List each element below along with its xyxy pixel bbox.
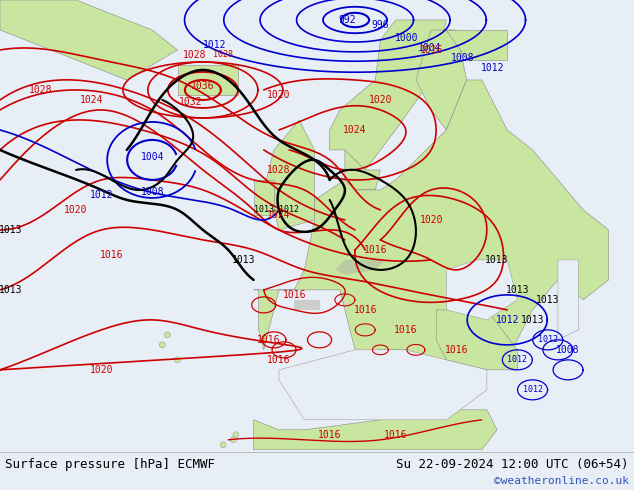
Polygon shape: [294, 300, 320, 310]
Text: 1016: 1016: [267, 355, 291, 365]
Text: 1020: 1020: [419, 215, 443, 225]
Text: 1013: 1013: [254, 205, 274, 215]
Text: 996: 996: [372, 20, 389, 30]
Polygon shape: [178, 65, 238, 95]
Text: 1013: 1013: [0, 225, 22, 235]
Text: 1012: 1012: [204, 40, 227, 50]
Polygon shape: [345, 150, 380, 190]
Text: 1012: 1012: [279, 205, 299, 215]
Text: 1024: 1024: [343, 125, 367, 135]
Polygon shape: [254, 80, 609, 370]
Text: 1013: 1013: [505, 285, 529, 295]
Text: 1004: 1004: [140, 152, 164, 162]
Text: 1020: 1020: [368, 95, 392, 105]
Text: Surface pressure [hPa] ECMWF: Surface pressure [hPa] ECMWF: [5, 458, 215, 471]
Text: 1016: 1016: [318, 430, 342, 440]
Polygon shape: [558, 260, 578, 340]
Circle shape: [233, 432, 239, 438]
Text: 1024: 1024: [79, 95, 103, 105]
Text: 1016: 1016: [363, 245, 387, 255]
Text: 1000: 1000: [395, 33, 419, 43]
Text: 1012: 1012: [495, 315, 519, 325]
Text: 1013: 1013: [231, 255, 256, 265]
Circle shape: [220, 442, 226, 448]
Polygon shape: [264, 120, 314, 230]
Text: 1028: 1028: [267, 165, 291, 175]
Text: 1013: 1013: [536, 295, 560, 305]
Text: 1008: 1008: [140, 187, 164, 197]
Circle shape: [159, 342, 165, 348]
Text: 1012: 1012: [507, 355, 527, 365]
Text: 1012: 1012: [481, 63, 505, 73]
Text: 1020: 1020: [64, 205, 88, 215]
Text: 1013: 1013: [485, 255, 509, 265]
Text: 1028: 1028: [183, 50, 207, 60]
Text: 1032: 1032: [179, 97, 203, 107]
Text: 1016: 1016: [100, 250, 124, 260]
Polygon shape: [446, 30, 507, 60]
Polygon shape: [254, 410, 497, 450]
Polygon shape: [335, 260, 385, 275]
Text: 1016: 1016: [444, 345, 469, 355]
Text: 1020: 1020: [89, 365, 113, 375]
Text: 1016: 1016: [419, 45, 443, 55]
Text: 1004: 1004: [418, 43, 442, 53]
Circle shape: [174, 357, 181, 363]
Text: 1016: 1016: [384, 430, 408, 440]
Text: 1008: 1008: [556, 345, 580, 355]
Text: 1016: 1016: [257, 335, 281, 345]
Polygon shape: [446, 260, 517, 320]
Text: ©weatheronline.co.uk: ©weatheronline.co.uk: [494, 476, 629, 486]
Polygon shape: [279, 350, 487, 420]
Text: 1036: 1036: [191, 81, 215, 91]
Polygon shape: [330, 20, 446, 180]
Text: 1024: 1024: [267, 210, 291, 220]
Polygon shape: [254, 180, 274, 215]
Text: 1008: 1008: [451, 53, 475, 63]
Circle shape: [164, 332, 171, 338]
Circle shape: [230, 437, 236, 443]
Text: 992: 992: [338, 15, 356, 25]
Text: 1028: 1028: [213, 50, 233, 59]
Text: 1028: 1028: [29, 85, 53, 95]
Text: 1013: 1013: [0, 285, 22, 295]
Text: 1016: 1016: [353, 305, 377, 315]
Text: 1012: 1012: [522, 385, 543, 394]
Text: 1016: 1016: [282, 290, 306, 300]
Text: 1013: 1013: [521, 315, 545, 325]
Text: 1012: 1012: [89, 190, 113, 200]
Polygon shape: [416, 30, 467, 130]
Text: 1016: 1016: [394, 325, 418, 335]
Text: Su 22-09-2024 12:00 UTC (06+54): Su 22-09-2024 12:00 UTC (06+54): [396, 458, 629, 471]
Text: 1020: 1020: [267, 90, 291, 100]
Text: 1012: 1012: [538, 335, 558, 344]
Polygon shape: [0, 0, 178, 80]
Polygon shape: [436, 310, 517, 370]
